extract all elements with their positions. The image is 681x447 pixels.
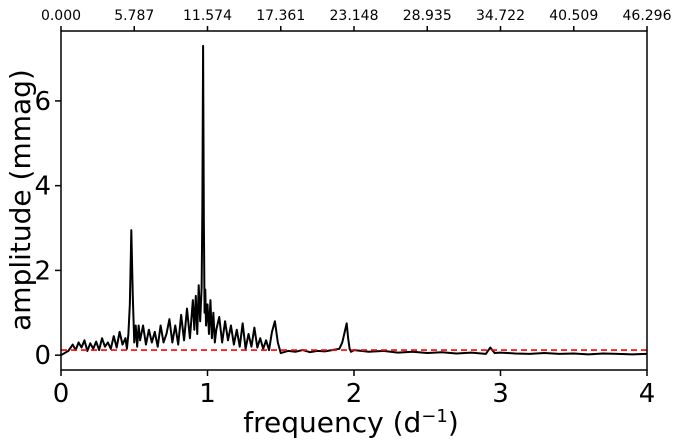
y-axis-label: amplitude (mmag) xyxy=(4,69,37,331)
top-tick-label: 11.574 xyxy=(183,8,232,24)
x-tick-label: 3 xyxy=(492,379,509,409)
y-tick-label: 6 xyxy=(34,87,51,117)
top-tick-label: 34.722 xyxy=(476,8,525,24)
x-axis-label: frequency (d−1) xyxy=(243,406,459,440)
x-tick-label: 2 xyxy=(346,379,363,409)
x-tick-label: 0 xyxy=(53,379,70,409)
top-tick-label: 17.361 xyxy=(256,8,305,24)
x-axis-label-close: ) xyxy=(448,406,459,439)
y-tick-label: 2 xyxy=(34,256,51,286)
amplitude-spectrum-line xyxy=(60,44,648,357)
top-tick-label: 40.509 xyxy=(549,8,598,24)
ticks-layer: 0 1 2 3 4 0 2 4 6 0.000 5.787 11.574 17.361 23.148 28.… xyxy=(34,8,671,409)
series-layer xyxy=(60,44,648,357)
x-tick-label: 1 xyxy=(199,379,216,409)
top-tick-label: 5.787 xyxy=(114,8,154,24)
top-tick-label: 46.296 xyxy=(623,8,672,24)
y-tick-label: 0 xyxy=(34,341,51,371)
x-tick-label: 4 xyxy=(639,379,656,409)
top-tick-label: 23.148 xyxy=(330,8,379,24)
top-tick-label: 28.935 xyxy=(403,8,452,24)
top-tick-label: 0.000 xyxy=(41,8,81,24)
y-tick-label: 4 xyxy=(34,172,51,202)
plot-frame xyxy=(60,30,648,371)
x-axis-label-main: frequency (d xyxy=(243,406,421,439)
x-axis-label-superscript: −1 xyxy=(421,406,448,427)
